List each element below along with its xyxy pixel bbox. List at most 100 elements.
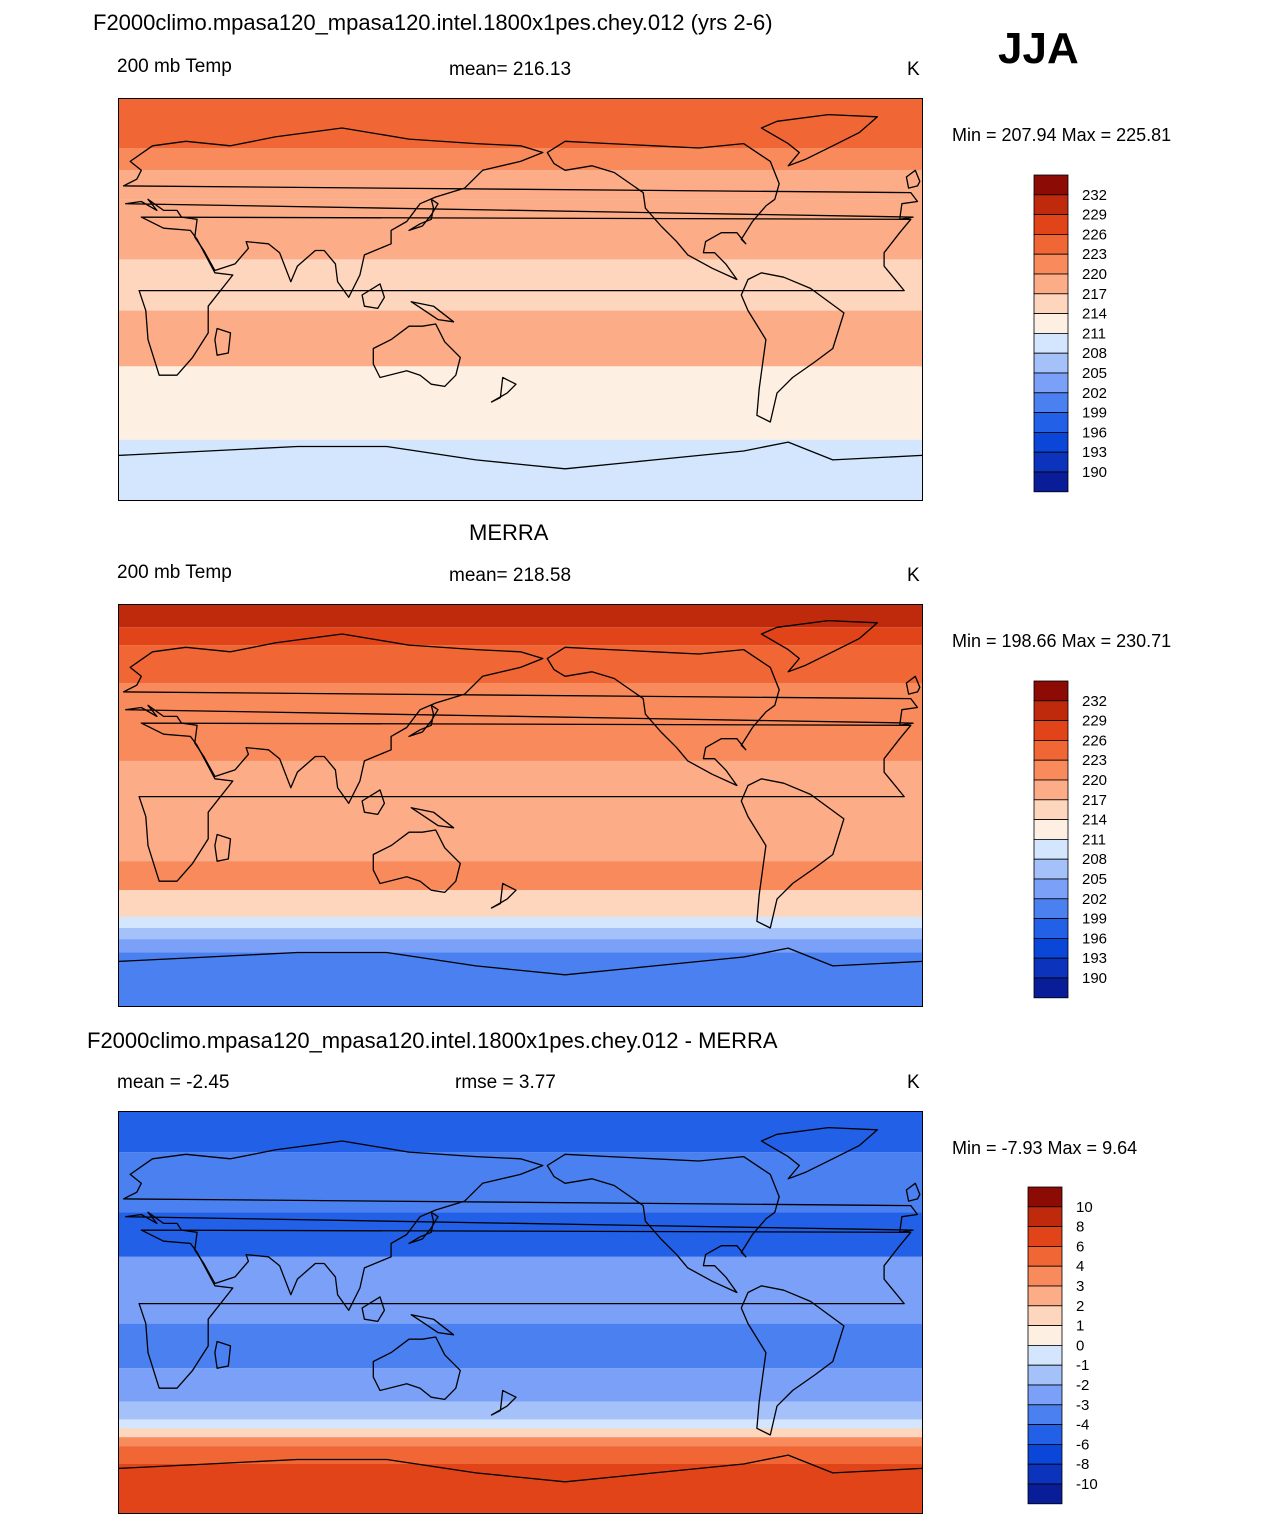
coastline-antarctica-edge — [119, 947, 922, 976]
colorbar-label: -2 — [1076, 1377, 1089, 1394]
coastline-borneo — [361, 1296, 386, 1323]
colorbar-box-7 — [1033, 819, 1069, 840]
coastline-greenland — [760, 619, 879, 673]
colorbar-box-13 — [1033, 431, 1069, 453]
contour-band-4 — [119, 259, 922, 311]
colorbar-label: 205 — [1082, 871, 1107, 888]
coastline-eurasia — [122, 127, 919, 298]
colorbar-label: 214 — [1082, 812, 1107, 829]
colorbar-label: -10 — [1076, 1476, 1098, 1493]
colorbar-label: -1 — [1076, 1357, 1089, 1374]
contour-band-2 — [119, 170, 922, 200]
colorbar-label: 220 — [1082, 772, 1107, 789]
colorbar-label: 0 — [1076, 1337, 1084, 1354]
contour-band-10 — [119, 952, 922, 1006]
coastline-antarctica-edge — [119, 1454, 922, 1483]
colorbar-box-14 — [1027, 1463, 1063, 1485]
colorbar-label: 226 — [1082, 226, 1107, 243]
contour-band-7 — [119, 422, 922, 440]
colorbar-box-4 — [1027, 1265, 1063, 1287]
colorbar-label: -8 — [1076, 1456, 1089, 1473]
colorbar-label: 226 — [1082, 732, 1107, 749]
colorbar-box-12 — [1033, 412, 1069, 433]
contour-band-9 — [119, 1437, 922, 1447]
panel-3-map — [118, 1111, 923, 1514]
colorbar-label: 229 — [1082, 207, 1107, 224]
contour-band-7 — [119, 916, 922, 929]
colorbar-box-13 — [1027, 1443, 1063, 1465]
coastline-australia — [372, 1336, 461, 1401]
colorbar-label: 223 — [1082, 752, 1107, 769]
coastline-new-guinea — [410, 1314, 455, 1336]
colorbar-label: 223 — [1082, 246, 1107, 263]
colorbar-label: 199 — [1082, 405, 1107, 422]
colorbar-box-10 — [1033, 372, 1069, 394]
colorbar-label: 208 — [1082, 345, 1107, 362]
colorbar-label: 205 — [1082, 365, 1107, 382]
colorbar-box-7 — [1027, 1325, 1063, 1346]
contour-band-8 — [119, 439, 922, 500]
colorbar-box-13 — [1033, 937, 1069, 959]
coastline-greenland — [760, 1126, 879, 1180]
colorbar-label: 232 — [1082, 693, 1107, 710]
colorbar-box-2 — [1027, 1226, 1063, 1247]
panel-2-map — [118, 604, 923, 1007]
colorbar-label: 3 — [1076, 1278, 1084, 1295]
colorbar-label: 2 — [1076, 1298, 1084, 1315]
colorbar-box-1 — [1033, 700, 1069, 721]
contour-band-10 — [119, 1446, 922, 1464]
coastline-uk — [905, 1182, 921, 1202]
contour-band-0 — [119, 99, 922, 149]
contour-band-6 — [119, 1401, 922, 1420]
coastline-south-america — [740, 778, 845, 929]
coastline-north-america — [546, 140, 780, 281]
colorbar-label: 10 — [1076, 1199, 1093, 1216]
colorbar-label: 211 — [1082, 831, 1106, 848]
colorbar-label: 217 — [1082, 286, 1107, 303]
panel-2-variable: 200 mb Temp — [117, 562, 232, 583]
contour-band-2 — [119, 645, 922, 683]
panel-3-units: K — [907, 1072, 920, 1093]
panel-3-minmax: Min = -7.93 Max = 9.64 — [952, 1138, 1138, 1158]
colorbar-box-1 — [1033, 194, 1069, 215]
colorbar-box-6 — [1027, 1305, 1063, 1327]
colorbar-box-12 — [1027, 1424, 1063, 1445]
panel-3-rmse: rmse = 3.77 — [455, 1072, 556, 1093]
contour-band-8 — [119, 1428, 922, 1438]
coastline-africa — [138, 216, 912, 376]
coastline-new-zealand — [490, 882, 517, 909]
panel-1-units: K — [907, 59, 920, 80]
coastline-eurasia — [122, 1140, 919, 1311]
colorbar-label: 217 — [1082, 792, 1107, 809]
coastline-uk — [905, 169, 921, 189]
panel-1-map — [118, 98, 923, 501]
coastline-new-guinea — [410, 301, 455, 323]
coastline-south-america — [740, 1285, 845, 1436]
contour-band-5 — [119, 310, 922, 367]
colorbar-box-0 — [1033, 680, 1069, 702]
panel-2-units: K — [907, 565, 920, 586]
colorbar-box-8 — [1033, 838, 1069, 860]
coastline-madagascar — [214, 833, 232, 862]
colorbar-box-7 — [1033, 313, 1069, 334]
colorbar-box-0 — [1033, 174, 1069, 196]
contour-band-8 — [119, 928, 922, 940]
contour-band-3 — [119, 199, 922, 260]
contour-band-5 — [119, 1368, 922, 1402]
contour-band-7 — [119, 1419, 922, 1429]
coastline-japan — [408, 704, 439, 738]
coastline-eurasia — [122, 633, 919, 804]
colorbar-box-11 — [1033, 898, 1069, 920]
colorbar-box-10 — [1033, 878, 1069, 900]
colorbar-label: -4 — [1076, 1417, 1089, 1434]
contour-band-9 — [119, 939, 922, 953]
coastline-south-america — [740, 272, 845, 423]
contour-band-2 — [119, 1212, 922, 1257]
colorbar-label: 229 — [1082, 713, 1107, 730]
colorbar-box-14 — [1033, 451, 1069, 473]
panel-1-title: F2000climo.mpasa120_mpasa120.intel.1800x… — [93, 10, 773, 35]
colorbar-label: 199 — [1082, 911, 1107, 928]
colorbar-label: 6 — [1076, 1238, 1084, 1255]
panel-3-colorbar: 10 8 6 4 3 2 1 0 -1 -2 -3 -4 -6 -8 -10 — [1027, 1186, 1128, 1507]
panel-2-mean: mean= 218.58 — [449, 565, 572, 586]
